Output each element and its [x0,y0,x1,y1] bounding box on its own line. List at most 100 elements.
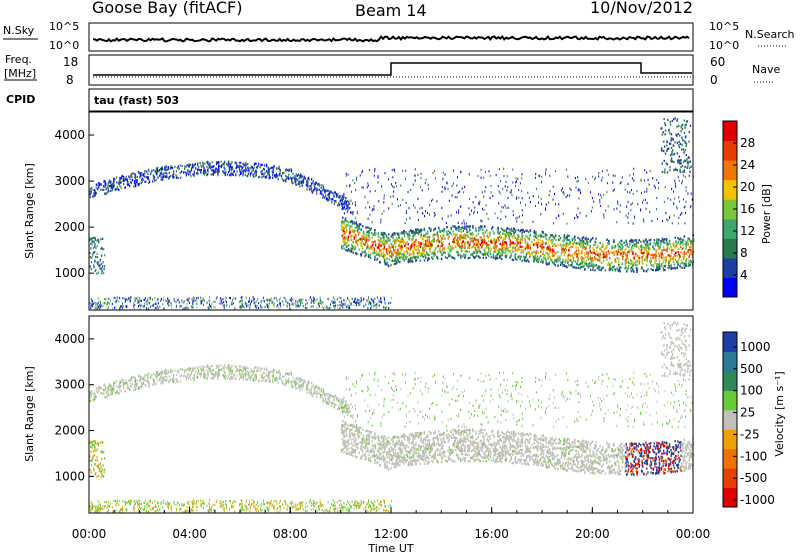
power-cell [626,243,628,246]
power-cell [200,164,202,167]
power-cell [502,248,504,252]
power-cell [296,305,298,308]
power-cell [235,162,237,165]
power-cell [536,244,538,247]
power-cell [527,191,529,194]
power-cell [527,251,530,254]
power-cell [646,190,648,193]
power-cell [475,229,477,232]
power-cell [90,304,92,307]
power-cell [509,232,512,235]
power-cell [113,306,115,309]
power-cell [224,168,226,171]
power-cell [243,162,245,165]
power-cell [611,246,613,249]
power-cell [115,176,118,179]
power-cell [240,172,243,175]
power-cell [688,259,690,262]
power-cell [249,174,252,177]
power-cell [135,175,137,178]
power-cell [340,296,342,300]
power-cell [102,261,104,264]
power-cell [354,226,356,229]
power-cell [515,197,517,200]
power-cell [394,239,396,242]
power-cell [535,231,537,234]
power-cell [667,254,669,257]
power-cell [567,238,569,242]
power-cell [562,239,565,242]
power-cell [410,260,413,263]
power-cell [359,301,361,305]
power-cell [139,173,142,176]
power-cell [563,234,566,237]
power-cell [368,247,370,250]
power-cell [185,165,187,168]
power-cell [233,171,235,174]
power-cell [112,181,114,184]
power-cell [437,250,439,253]
power-cell [108,302,110,305]
power-cell [533,231,535,234]
power-cell [627,251,629,254]
power-cell [321,305,323,309]
power-cell [339,195,341,198]
power-cell [288,177,290,181]
power-cell [560,250,563,253]
power-cell [609,266,611,269]
power-cell [343,299,345,302]
power-cell [568,234,570,238]
power-cell [401,236,403,240]
power-cell [459,254,461,257]
power-cell [608,267,611,270]
power-cell [593,243,595,247]
power-cell [572,256,575,259]
power-cell [306,181,308,184]
power-cell [690,261,693,264]
power-cell [682,246,685,249]
power-cell [89,265,91,268]
power-cell [308,297,310,300]
power-cell [263,164,266,167]
power-cell [383,261,386,264]
power-cell [459,234,462,237]
power-cell [319,190,322,193]
power-cell [500,179,502,183]
power-cell [414,232,416,235]
nsky-frame [88,22,694,52]
power-cell [437,236,439,239]
power-cell [468,241,471,244]
power-cell [346,204,348,207]
power-cell [360,241,362,245]
power-cell [527,237,529,240]
power-cell [482,239,485,242]
power-cell [407,247,410,250]
power-cell [186,298,188,301]
power-cell [159,305,161,308]
power-cell [350,238,352,242]
power-cell [631,266,633,269]
power-cell [548,244,551,247]
nsky-panel: N.Sky 10^5 10^0 10^5 10^0 N.Search [3,20,795,52]
power-cell [542,252,544,255]
power-cell [515,238,518,242]
power-cell [451,248,453,251]
power-cell [595,241,597,244]
power-cell [438,240,440,243]
power-cell [512,181,514,184]
power-cell [671,249,673,252]
power-cell [557,243,559,246]
power-cell [424,236,427,239]
power-cell [268,306,270,310]
power-cell [360,243,363,246]
power-cell [589,257,592,260]
power-cell [526,252,529,255]
power-cell [406,252,409,255]
power-cell [166,176,168,179]
power-cell [493,232,495,235]
power-cell [95,307,97,310]
power-cell [549,237,551,240]
power-cell [625,254,627,257]
power-cell [258,302,260,305]
power-cell [396,256,399,260]
